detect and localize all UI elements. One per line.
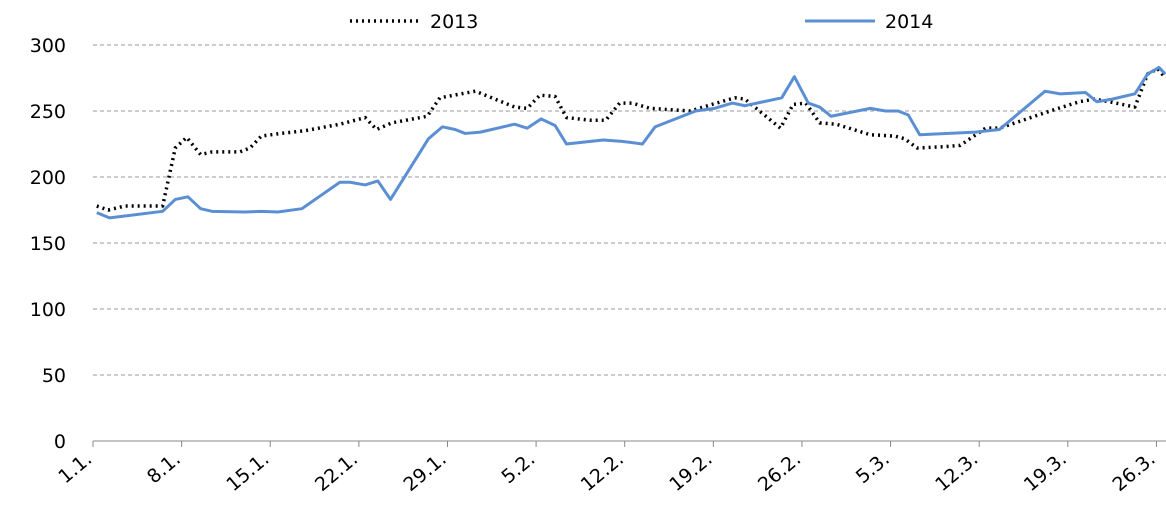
- series-line: [96, 67, 1166, 212]
- y-tick-label: 250: [30, 101, 66, 123]
- x-tick-label: 5.2.: [497, 448, 539, 488]
- x-tick-label: 8.1.: [143, 448, 185, 488]
- x-tick-label: 19.3.: [1020, 448, 1071, 496]
- y-tick-label: 100: [30, 299, 66, 321]
- x-tick-label: 29.1.: [400, 448, 451, 496]
- x-tick-label: 19.2.: [665, 448, 716, 496]
- y-tick-label: 150: [30, 233, 66, 255]
- x-tick-label: 12.3.: [931, 448, 982, 496]
- series-line: [96, 65, 1166, 220]
- x-tick-label: 5.3.: [852, 448, 894, 488]
- legend-label: 2013: [430, 11, 478, 33]
- y-tick-label: 300: [30, 35, 66, 57]
- x-tick-label: 12.2.: [577, 448, 628, 496]
- y-tick-label: 50: [42, 365, 66, 387]
- legend-label: 2014: [885, 11, 933, 33]
- x-tick-label: 26.2.: [754, 448, 805, 496]
- y-tick-label: 0: [54, 431, 66, 453]
- x-tick-label: 26.3.: [1108, 448, 1159, 496]
- x-tick-label: 22.1.: [311, 448, 362, 496]
- x-tick-label: 15.1.: [222, 448, 273, 496]
- x-tick-label: 1.1.: [54, 448, 96, 488]
- y-tick-label: 200: [30, 167, 66, 189]
